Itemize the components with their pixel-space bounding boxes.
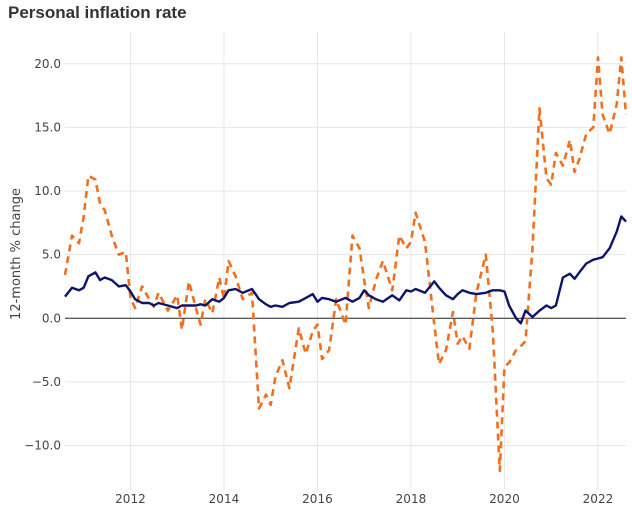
solid-navy-series-line <box>64 215 627 325</box>
x-tick-label: 2022 <box>583 492 614 506</box>
y-tick-label: 15.0 <box>34 120 61 134</box>
y-axis-ticks: 20.0 15.0 10.0 5.0 0.0 −5.0 −10.0 <box>24 57 61 453</box>
y-tick-label: −5.0 <box>32 375 61 389</box>
y-tick-label: 10.0 <box>34 184 61 198</box>
y-tick-label: 0.0 <box>42 311 61 325</box>
grid <box>65 32 626 490</box>
x-tick-label: 2020 <box>489 492 520 506</box>
y-tick-label: 20.0 <box>34 57 61 71</box>
series-layer <box>63 56 628 473</box>
y-axis-label: 12-month % change <box>9 188 24 320</box>
y-tick-label: 5.0 <box>42 248 61 262</box>
x-tick-label: 2016 <box>302 492 333 506</box>
x-axis-ticks: 2012 2014 2016 2018 2020 2022 <box>115 492 613 506</box>
dashed-orange-series-line <box>63 56 628 473</box>
x-tick-label: 2018 <box>396 492 427 506</box>
x-tick-label: 2012 <box>115 492 146 506</box>
chart-title: Personal inflation rate <box>8 3 187 22</box>
y-tick-label: −10.0 <box>24 438 61 452</box>
x-tick-label: 2014 <box>209 492 240 506</box>
